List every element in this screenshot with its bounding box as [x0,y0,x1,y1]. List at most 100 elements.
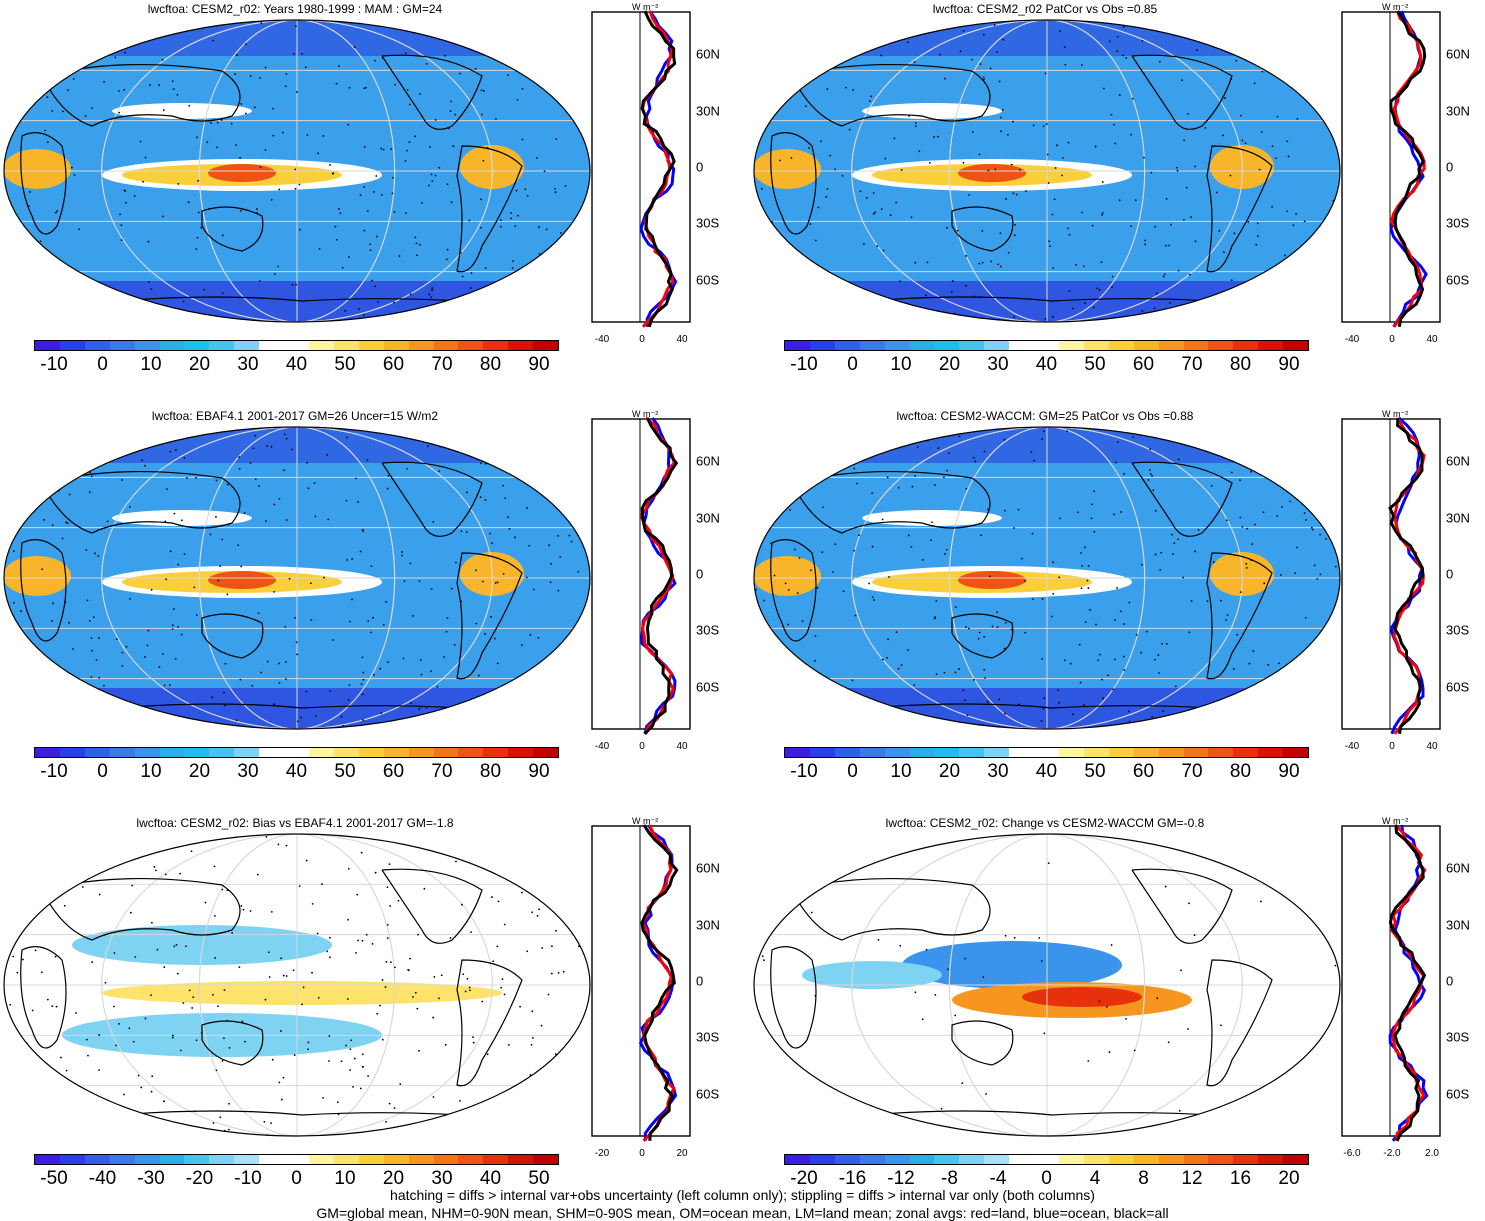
colorbar-tick-label: -4 [989,1168,1007,1189]
zonal-x-tick-label: 40 [1426,334,1438,345]
colorbar-swatch [234,748,260,757]
positive-bias-itcz [102,981,502,1005]
colorbar-swatch [209,748,235,757]
colorbar-swatch [184,748,210,757]
zonal-x-tick-label: -40 [594,334,610,345]
zonal-x-tick-label: 40 [1426,741,1438,752]
colorbar-swatch [1158,748,1184,757]
colorbar-swatch [433,1155,459,1164]
zonal-x-tick-label: -20 [594,1148,610,1159]
colorbar-swatch [184,1155,210,1164]
colorbar-swatch [109,748,135,757]
positive-anomaly-core [1022,987,1142,1007]
colorbar-swatch [333,1155,359,1164]
colorbar-swatch [308,1155,334,1164]
colorbar-tick-label: 30 [237,761,259,782]
colorbar-swatch [834,1155,860,1164]
colorbar-tick-label: -10 [40,761,68,782]
zonal-mean-plot: W m⁻² 60N 30N 0 30S 60S -20 0 20 [588,814,740,1174]
colorbar-tick-label: 0 [847,354,858,375]
map-panel-bias: lwcftoa: CESM2_r02: Bias vs EBAF4.1 2001… [0,814,740,1221]
colorbar-tick-label: 20 [938,761,961,782]
meridian-line [198,834,396,1136]
colorbar-swatch [134,1155,160,1164]
colorbar-swatch [333,341,359,350]
zonal-x-tick-label: -2.0 [1383,1148,1401,1159]
zonal-mean-plot: W m⁻² 60N 30N 0 30S 60S -40 0 40 [588,0,740,360]
colorbar-swatch [184,341,210,350]
australia-coastline [951,206,1014,252]
zonal-units: W m⁻² [632,2,659,12]
colorbar-tick-label: 70 [431,354,453,375]
colorbar-tick-label: 50 [334,354,356,375]
map-panel-change: lwcftoa: CESM2_r02: Change vs CESM2-WACC… [750,814,1485,1221]
colorbar-swatch [1258,341,1284,350]
colorbar-swatch [859,748,885,757]
negative-anomaly-west [802,961,942,989]
colorbar-swatch [884,341,910,350]
zonal-axes [1341,10,1441,328]
zonal-line-land [1389,10,1426,328]
zonal-frame [591,825,691,1137]
world-map [3,833,591,1137]
colorbar-swatch [533,748,559,757]
zonal-line-all [1388,824,1427,1142]
colorbar-swatch [408,341,434,350]
zonal-x-tick-label: 0 [1389,741,1395,752]
zonal-lat-label: 30S [1446,215,1470,231]
zonal-lat-label: 30N [1446,917,1470,933]
zonal-lat-label: 60S [696,272,720,288]
colorbar-tick-label: -8 [941,1168,958,1189]
colorbar-tick-label: 30 [987,761,1009,782]
colorbar-tick-label: 40 [1035,761,1058,782]
colorbar-tick-label: 4 [1089,1168,1101,1189]
colorbar-swatch [1283,341,1309,350]
south-america-coastline [1206,959,1273,1087]
colorbar-swatch [1158,1155,1184,1164]
colorbar-swatch [159,1155,185,1164]
colorbar-swatch [1183,341,1209,350]
map-panel-model: lwcftoa: CESM2_r02: Years 1980-1999 : MA… [0,0,740,407]
colorbar-swatch [483,1155,509,1164]
colorbar-swatch [59,1155,85,1164]
colorbar-swatch [785,1155,810,1164]
zonal-mean-plot: W m⁻² 60N 30N 0 30S 60S -6.0 -2.0 2.0 [1338,814,1485,1174]
australia-coastline [951,613,1014,659]
meridian-line [948,427,1146,729]
zonal-x-tick-label: -40 [1344,741,1360,752]
zonal-x-tick-label: 2.0 [1425,1148,1439,1159]
zonal-lat-label: 0 [696,973,704,989]
zonal-lat-label: 30S [696,622,720,638]
colorbar-swatch [785,748,810,757]
colorbar-swatch [1283,1155,1309,1164]
colorbar-swatch [1208,1155,1234,1164]
zonal-axes [1341,416,1441,735]
meridian-line [101,834,493,1136]
colorbar-swatch [358,748,384,757]
world-map [3,19,591,323]
map-panel-model-patcor: lwcftoa: CESM2_r02 PatCor vs Obs =0.85 -1… [750,0,1485,407]
zonal-lat-label: 0 [1446,566,1454,582]
map-title: lwcftoa: EBAF4.1 2001-2017 GM=26 Uncer=1… [151,409,439,423]
colorbar-swatch [259,1155,285,1164]
colorbar-tick-label: 16 [1229,1168,1252,1189]
colorbar-swatch [809,1155,835,1164]
colorbar-tick-label: -10 [40,354,68,375]
australia-coastline [201,613,264,659]
zonal-frame [1341,418,1441,730]
colorbar-tick-label: -10 [790,354,818,375]
colorbar-swatch [1108,1155,1134,1164]
zonal-mean-plot: W m⁻² 60N 30N 0 30S 60S -40 0 40 [1338,407,1485,767]
meridian-line [851,20,1243,322]
zonal-lat-label: 0 [1446,973,1454,989]
colorbar-swatch [408,748,434,757]
eurasia-coastline [791,877,991,941]
colorbar-tick-label: 90 [528,761,550,782]
colorbar-swatch [358,1155,384,1164]
map-outline [3,19,591,323]
colorbar-labels: -20 -16 -12 -8 -4 0 4 8 12 16 20 [784,1168,1309,1190]
colorbar-swatch [884,748,910,757]
colorbar-swatch [909,748,935,757]
world-map [3,426,591,730]
zonal-lat-label: 60N [696,46,720,62]
